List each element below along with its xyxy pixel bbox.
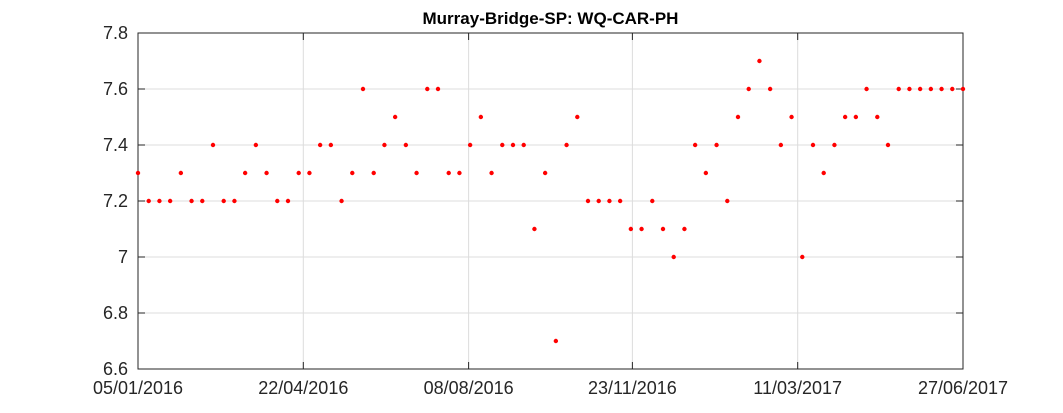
data-point — [221, 198, 226, 204]
data-point — [725, 198, 730, 204]
data-point — [767, 86, 773, 92]
data-point — [746, 86, 751, 92]
data-point — [157, 198, 162, 204]
data-point — [167, 198, 173, 204]
data-point — [242, 170, 248, 176]
x-tick-label: 05/01/2016 — [93, 378, 183, 398]
data-point — [907, 86, 912, 92]
data-point — [671, 254, 676, 260]
data-point — [864, 86, 869, 92]
data-point — [446, 170, 451, 176]
data-point — [564, 142, 569, 148]
data-point — [917, 86, 923, 92]
data-point — [928, 86, 934, 92]
data-point — [275, 198, 280, 204]
data-point — [800, 254, 805, 260]
data-point — [489, 170, 494, 176]
x-tick-label: 27/06/2017 — [918, 378, 1008, 398]
data-point — [810, 142, 816, 148]
y-tick-label: 7.4 — [103, 135, 128, 155]
data-point — [232, 198, 237, 204]
data-point — [950, 86, 955, 92]
data-point — [875, 114, 880, 120]
data-point — [821, 170, 826, 176]
data-point — [328, 142, 334, 148]
data-point — [500, 142, 505, 148]
data-point — [542, 170, 548, 176]
y-tick-label: 6.6 — [103, 359, 128, 379]
y-tick-label: 6.8 — [103, 303, 128, 323]
data-point — [532, 226, 537, 232]
data-point — [596, 198, 601, 204]
data-point — [414, 170, 419, 176]
data-point — [628, 226, 634, 232]
data-point — [703, 170, 709, 176]
data-point — [392, 114, 398, 120]
data-point — [778, 142, 784, 148]
data-point — [360, 86, 366, 92]
data-point — [264, 170, 269, 176]
data-point — [307, 170, 312, 176]
y-tick-label: 7.2 — [103, 191, 128, 211]
data-point — [296, 170, 301, 176]
axis-ticks: 05/01/2016 22/04/2016 08/08/2016 23/11/2016… — [93, 23, 1008, 398]
grid-lines — [138, 33, 963, 369]
x-tick-label: 23/11/2016 — [588, 378, 677, 398]
data-point — [403, 142, 409, 148]
data-point — [521, 142, 526, 148]
chart-title: Murray-Bridge-SP: WQ-CAR-PH — [423, 9, 679, 28]
data-point — [189, 198, 194, 204]
data-point — [585, 198, 591, 204]
data-point — [553, 338, 559, 344]
data-point — [200, 198, 205, 204]
x-tick-label: 11/03/2017 — [753, 378, 842, 398]
data-point — [339, 198, 344, 204]
data-point — [425, 86, 430, 92]
x-tick-label: 08/08/2016 — [424, 378, 514, 398]
data-point — [317, 142, 323, 148]
data-point — [896, 86, 901, 92]
data-point — [371, 170, 376, 176]
data-point — [682, 226, 687, 232]
data-point — [382, 142, 387, 148]
data-point — [842, 114, 848, 120]
data-point — [639, 226, 644, 232]
data-point — [650, 198, 655, 204]
y-tick-label: 7.8 — [103, 23, 128, 43]
data-point — [457, 170, 462, 176]
data-point — [757, 58, 762, 64]
data-point — [135, 170, 141, 176]
data-points — [135, 58, 966, 344]
y-tick-label: 7.6 — [103, 79, 128, 99]
data-point — [253, 142, 259, 148]
data-point — [435, 86, 441, 92]
data-point — [510, 142, 516, 148]
data-point — [146, 198, 151, 204]
y-tick-label: 7 — [118, 247, 128, 267]
data-point — [660, 226, 666, 232]
data-point — [210, 142, 216, 148]
data-point — [478, 114, 484, 120]
data-point — [178, 170, 184, 176]
data-point — [853, 114, 859, 120]
data-point — [467, 142, 473, 148]
data-point — [939, 86, 944, 92]
data-point — [285, 198, 291, 204]
data-point — [960, 86, 966, 92]
data-point — [350, 170, 355, 176]
data-point — [885, 142, 891, 148]
data-point — [789, 114, 794, 120]
data-point — [617, 198, 623, 204]
x-tick-label: 22/04/2016 — [258, 378, 348, 398]
data-point — [714, 142, 719, 148]
data-point — [607, 198, 612, 204]
data-point — [832, 142, 837, 148]
data-point — [692, 142, 698, 148]
data-point — [735, 114, 741, 120]
data-point — [575, 114, 580, 120]
